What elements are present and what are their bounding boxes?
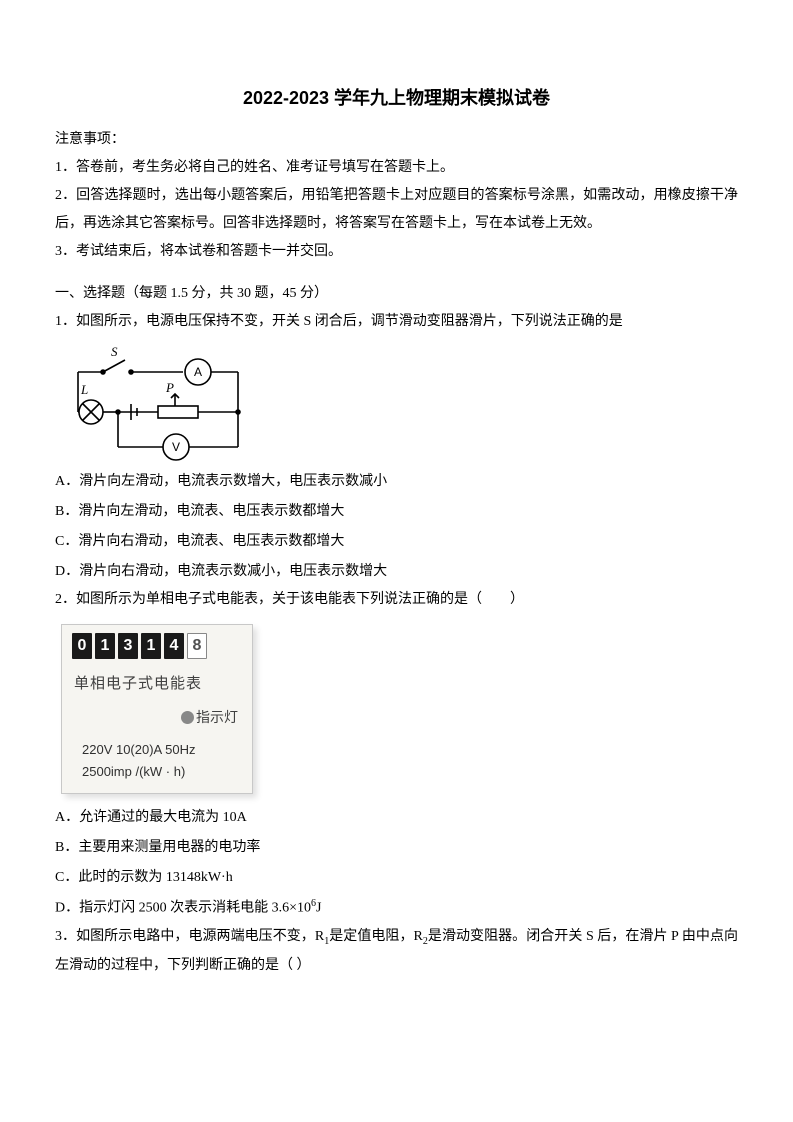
q2-option-b: B．主要用来测量用电器的电功率 [55,834,738,862]
q2-option-d-pre: D．指示灯闪 2500 次表示消耗电能 3.6×10 [55,901,311,916]
indicator-label: 指示灯 [196,711,238,726]
meter-digit-2: 3 [118,633,138,659]
meter-digit-4: 4 [164,633,184,659]
q3-stem-pre: 3．如图所示电路中，电源两端电压不变，R [55,929,324,944]
label-v: V [172,440,180,454]
label-a: A [194,365,202,379]
q1-option-a: A．滑片向左滑动，电流表示数增大，电压表示数减小 [55,468,738,496]
q2-option-c: C．此时的示数为 13148kW·h [55,864,738,892]
q2-option-a: A．允许通过的最大电流为 10A [55,804,738,832]
q1-option-b: B．滑片向左滑动，电流表、电压表示数都增大 [55,498,738,526]
notice-3: 3．考试结束后，将本试卷和答题卡一并交回。 [55,238,738,266]
q2-option-d-post: J [316,901,321,916]
label-p: P [165,380,174,395]
notice-heading: 注意事项： [55,126,738,154]
notice-2: 2．回答选择题时，选出每小题答案后，用铅笔把答题卡上对应题目的答案标号涂黑，如需… [55,182,738,238]
label-l: L [80,382,88,397]
q1-option-d: D．滑片向右滑动，电流表示数减小，电压表示数增大 [55,558,738,586]
q2-meter-figure: 0 1 3 1 4 8 单相电子式电能表 指示灯 220V 10(20)A 50… [61,624,253,794]
meter-indicator: 指示灯 [72,705,238,733]
q1-option-c: C．滑片向右滑动，电流表、电压表示数都增大 [55,528,738,556]
meter-spec-1: 220V 10(20)A 50Hz [82,739,242,761]
meter-name: 单相电子式电能表 [74,669,242,699]
meter-digits: 0 1 3 1 4 8 [72,633,242,659]
q2-stem: 2．如图所示为单相电子式电能表，关于该电能表下列说法正确的是（ ） [55,586,738,614]
section-1-heading: 一、选择题（每题 1.5 分，共 30 题，45 分） [55,280,738,308]
notice-1: 1．答卷前，考生务必将自己的姓名、准考证号填写在答题卡上。 [55,154,738,182]
indicator-dot-icon [181,711,194,724]
meter-digit-0: 0 [72,633,92,659]
meter-spec-2: 2500imp /(kW · h) [82,761,242,783]
meter-digit-3: 1 [141,633,161,659]
q3-mid1: 是定值电阻，R [329,929,423,944]
label-s: S [111,344,118,359]
q1-circuit-diagram: S L P A V [63,342,263,462]
q1-stem: 1．如图所示，电源电压保持不变，开关 S 闭合后，调节滑动变阻器滑片，下列说法正… [55,308,738,336]
exam-page: 2022-2023 学年九上物理期末模拟试卷 注意事项： 1．答卷前，考生务必将… [0,0,793,1122]
meter-digit-5: 8 [187,633,207,659]
page-title: 2022-2023 学年九上物理期末模拟试卷 [55,80,738,116]
meter-digit-1: 1 [95,633,115,659]
q3-stem: 3．如图所示电路中，电源两端电压不变，R1是定值电阻，R2是滑动变阻器。闭合开关… [55,923,738,980]
q2-option-d: D．指示灯闪 2500 次表示消耗电能 3.6×106J [55,894,738,923]
